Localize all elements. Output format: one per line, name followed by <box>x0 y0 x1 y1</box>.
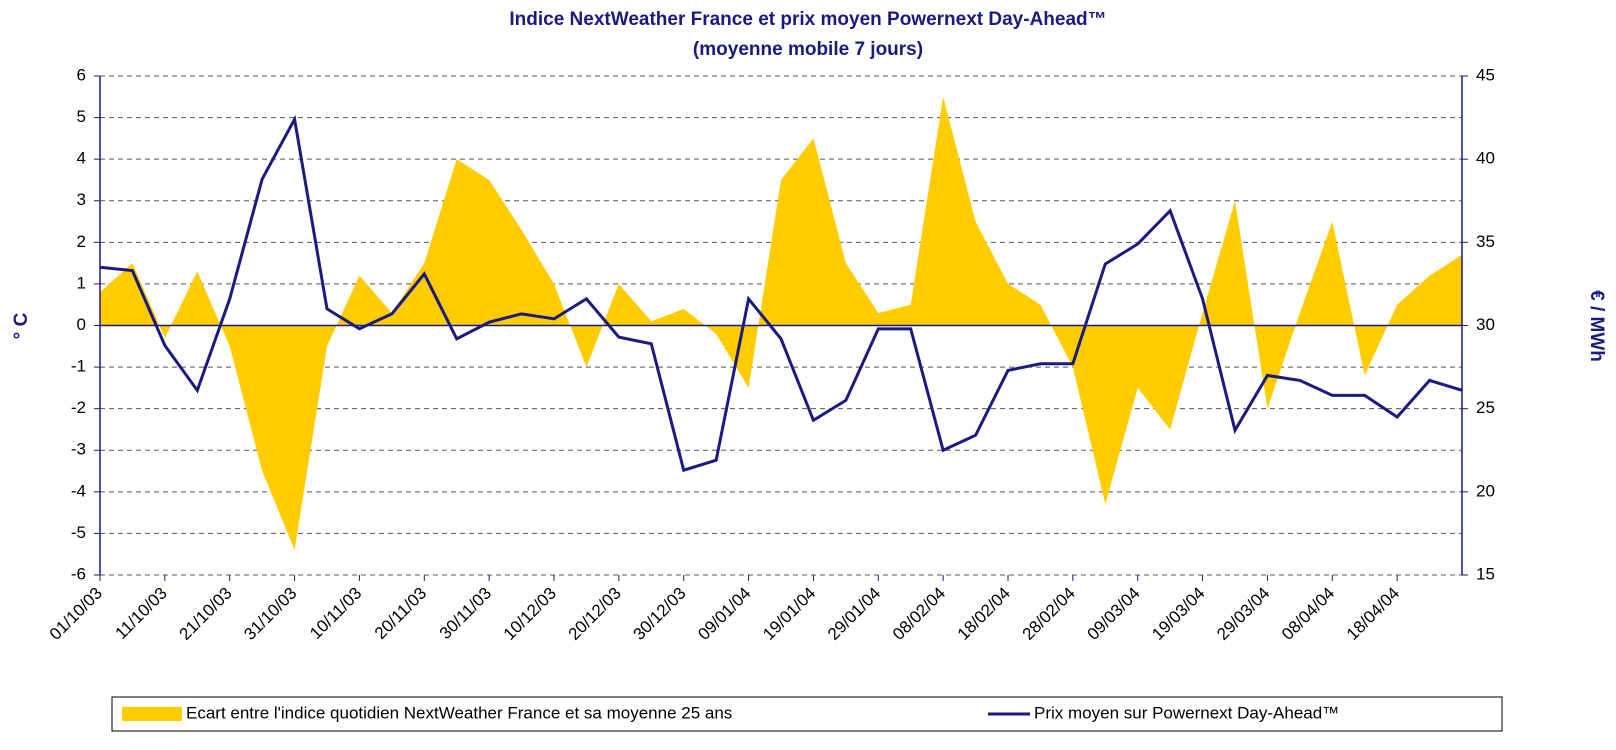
y-tick-label: -2 <box>71 398 86 417</box>
chart-subtitle: (moyenne mobile 7 jours) <box>693 39 923 60</box>
temperature-area <box>100 96 1462 551</box>
y-tick-label: -1 <box>71 357 86 376</box>
y2-tick-label: 20 <box>1476 481 1495 500</box>
y2-tick-label: 30 <box>1476 315 1495 334</box>
y-tick-label: 1 <box>77 273 86 292</box>
y-tick-label: -5 <box>71 523 86 542</box>
x-tick-label: 19/01/04 <box>759 584 819 644</box>
x-tick-label: 30/11/03 <box>436 584 495 643</box>
legend-label: Prix moyen sur Powernext Day-Ahead™ <box>1034 703 1339 722</box>
chart-title: Indice NextWeather France et prix moyen … <box>509 9 1106 30</box>
y2-tick-label: 25 <box>1476 398 1495 417</box>
x-tick-label: 20/11/03 <box>371 584 430 643</box>
x-tick-label: 20/12/03 <box>565 584 625 644</box>
x-tick-label: 28/02/04 <box>1019 584 1079 644</box>
x-tick-label: 09/03/04 <box>1083 584 1143 644</box>
x-tick-label: 29/03/04 <box>1213 584 1273 644</box>
y2-tick-label: 35 <box>1476 232 1495 251</box>
y-tick-label: 0 <box>77 315 86 334</box>
x-tick-label: 19/03/04 <box>1148 584 1208 644</box>
y-tick-label: 4 <box>77 149 86 168</box>
y-tick-label: 3 <box>77 190 86 209</box>
legend-swatch <box>122 707 182 721</box>
x-tick-label: 18/02/04 <box>954 584 1014 644</box>
y-tick-label: -6 <box>71 564 86 583</box>
y-tick-label: 5 <box>77 107 86 126</box>
legend-box <box>111 696 1503 732</box>
y-tick-label: -3 <box>71 440 86 459</box>
x-tick-label: 30/12/03 <box>629 584 689 644</box>
price-line <box>99 114 1463 473</box>
x-tick-label: 10/11/03 <box>306 584 365 643</box>
x-tick-label: 21/10/03 <box>175 584 235 644</box>
x-tick-label: 08/02/04 <box>889 584 949 644</box>
y-tick-label: 2 <box>77 232 86 251</box>
y-tick-label: -4 <box>71 481 86 500</box>
x-tick-label: 29/01/04 <box>824 584 884 644</box>
legend-label: Ecart entre l'indice quotidien NextWeath… <box>186 703 732 722</box>
y2-tick-label: 45 <box>1476 65 1495 84</box>
x-tick-label: 11/10/03 <box>112 584 171 643</box>
x-tick-label: 08/04/04 <box>1278 584 1338 644</box>
x-tick-label: 18/04/04 <box>1343 584 1403 644</box>
y2-axis-label: € / MWh <box>1586 290 1607 362</box>
y2-tick-label: 15 <box>1476 564 1495 583</box>
y2-tick-label: 40 <box>1476 149 1495 168</box>
x-tick-label: 10/12/03 <box>500 584 560 644</box>
x-tick-label: 01/10/03 <box>46 584 106 644</box>
y-axis-label: ° C <box>11 312 32 339</box>
x-tick-label: 09/01/04 <box>694 584 754 644</box>
y-tick-label: 6 <box>77 65 86 84</box>
x-tick-label: 31/10/03 <box>240 584 300 644</box>
